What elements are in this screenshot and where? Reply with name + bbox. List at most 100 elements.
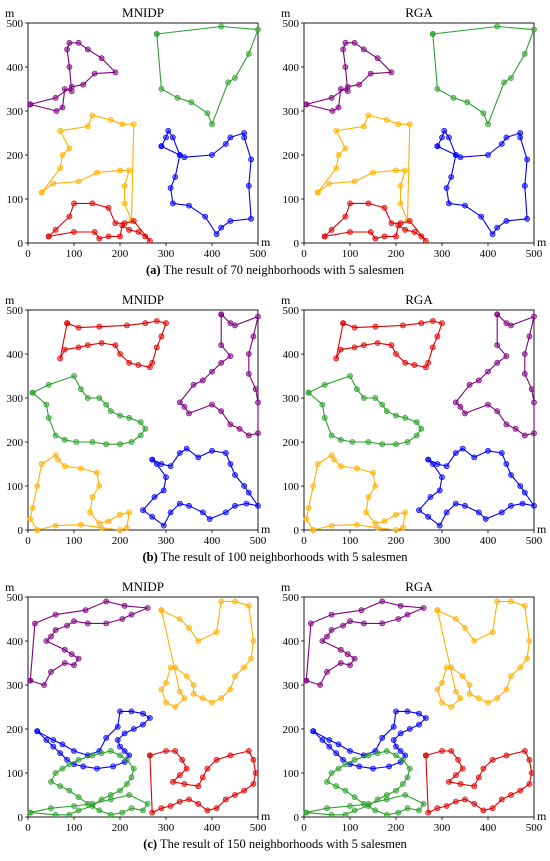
- route-point: [379, 734, 386, 741]
- route-point: [252, 386, 259, 393]
- route-point: [445, 778, 452, 785]
- route-point: [117, 527, 123, 533]
- route-point: [158, 607, 165, 614]
- route-point: [57, 127, 64, 134]
- route-point: [209, 152, 215, 158]
- route-point: [209, 447, 215, 454]
- route-point: [96, 235, 103, 242]
- route-point: [52, 811, 59, 818]
- route-point: [84, 46, 91, 53]
- route-point: [119, 809, 126, 816]
- x-tick-label: 300: [434, 535, 451, 547]
- route-point: [52, 522, 59, 529]
- route-point: [494, 408, 501, 415]
- route-point: [59, 765, 66, 772]
- route-point: [360, 800, 367, 807]
- route-point: [404, 805, 411, 812]
- route-point: [439, 134, 445, 141]
- route-point: [471, 783, 478, 790]
- route-point: [167, 664, 174, 671]
- route-point: [319, 737, 326, 743]
- y-tick-label: 200: [7, 437, 24, 449]
- route-point: [209, 121, 215, 128]
- route-point: [390, 737, 397, 743]
- route-point: [169, 200, 176, 207]
- route-point: [34, 728, 41, 735]
- route-point: [489, 805, 496, 812]
- route-point: [422, 237, 429, 244]
- route-point: [245, 351, 252, 357]
- route-point: [130, 218, 137, 224]
- x-tick-label: 400: [204, 822, 221, 834]
- plot-frame: [27, 309, 259, 531]
- y-tick-label: 200: [283, 724, 300, 736]
- x-tick-label: 0: [301, 535, 307, 547]
- route-point: [89, 200, 96, 207]
- route-point: [195, 638, 202, 644]
- route-point: [172, 174, 179, 180]
- route-point: [303, 677, 310, 684]
- route-point: [32, 620, 38, 627]
- route-point: [213, 231, 220, 238]
- route-point: [342, 145, 349, 152]
- route-point: [94, 469, 100, 476]
- route-point: [89, 112, 96, 119]
- route-point: [399, 756, 406, 763]
- route-point: [328, 432, 335, 439]
- route-point: [374, 55, 381, 62]
- route-point: [160, 487, 167, 494]
- route-point: [503, 218, 510, 224]
- route-point: [144, 800, 151, 807]
- route-point: [471, 638, 478, 644]
- route-point: [436, 522, 443, 529]
- route-point: [250, 781, 257, 787]
- route-point: [149, 513, 156, 520]
- route-point: [521, 432, 528, 439]
- route-point: [351, 794, 358, 801]
- route-point: [333, 355, 340, 362]
- route-point: [337, 660, 344, 666]
- route-point: [52, 611, 59, 618]
- route-point: [209, 368, 215, 375]
- route-point: [383, 811, 390, 818]
- route-point: [204, 110, 211, 117]
- route-point: [452, 798, 459, 805]
- route-point: [305, 389, 312, 396]
- y-unit-label: m: [5, 580, 15, 594]
- route-point: [163, 134, 169, 141]
- route-point: [183, 445, 190, 452]
- route-point: [66, 145, 73, 152]
- route-line: [156, 25, 259, 125]
- route-point: [466, 381, 473, 388]
- route-point: [103, 598, 110, 605]
- x-unit-label: m: [261, 522, 271, 536]
- x-tick-label: 300: [158, 822, 175, 834]
- y-tick-label: 300: [7, 393, 24, 405]
- route-point: [342, 811, 349, 818]
- x-tick-label: 200: [388, 822, 405, 834]
- x-tick-label: 0: [25, 535, 31, 547]
- chart-panel-c-mnidp: MNIDP m m 0 100 200 300 400 500 0 100 200 300 400 500: [5, 579, 271, 834]
- route-point: [245, 182, 252, 189]
- route-point: [218, 598, 225, 605]
- route-point: [494, 695, 501, 702]
- route-point: [503, 353, 510, 360]
- route-point: [146, 364, 153, 371]
- route-point: [360, 342, 367, 349]
- route-point: [117, 167, 123, 174]
- route-point: [66, 787, 73, 794]
- route-point: [443, 664, 450, 671]
- route-point: [524, 215, 530, 222]
- route-point: [457, 154, 464, 161]
- route-point: [360, 395, 367, 401]
- route-point: [117, 412, 123, 419]
- route-point: [121, 602, 128, 609]
- y-tick-label: 300: [7, 106, 24, 118]
- panel-title: MNIDP: [122, 579, 164, 594]
- route-point: [531, 313, 537, 320]
- route-point: [146, 715, 153, 721]
- route-point: [50, 180, 57, 187]
- route-point: [494, 359, 501, 366]
- route-point: [372, 483, 379, 489]
- route-point: [117, 511, 123, 518]
